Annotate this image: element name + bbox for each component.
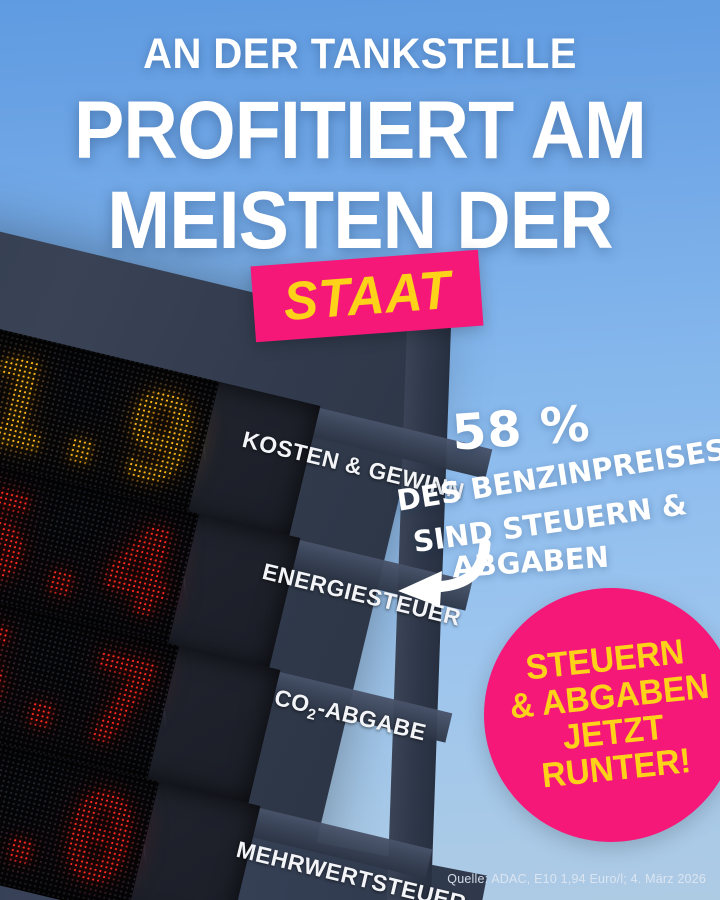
- source-note: Quelle: ADAC, E10 1,94 Euro/l; 4. März 2…: [447, 872, 706, 886]
- cta-text-block: STEUERN & ABGABEN JETZT RUNTER!: [471, 575, 720, 854]
- annotation-percent: 58 %: [450, 395, 593, 462]
- staat-badge-label: STAAT: [280, 259, 454, 333]
- cta-circle[interactable]: STEUERN & ABGABEN JETZT RUNTER!: [484, 588, 720, 842]
- kicker-text: AN DER TANKSTELLE: [143, 30, 577, 78]
- headline-line-1: PROFITIERT AM: [74, 85, 647, 176]
- curved-arrow-left-icon: [398, 538, 491, 607]
- headline-line-2: MEISTEN DER: [107, 175, 613, 266]
